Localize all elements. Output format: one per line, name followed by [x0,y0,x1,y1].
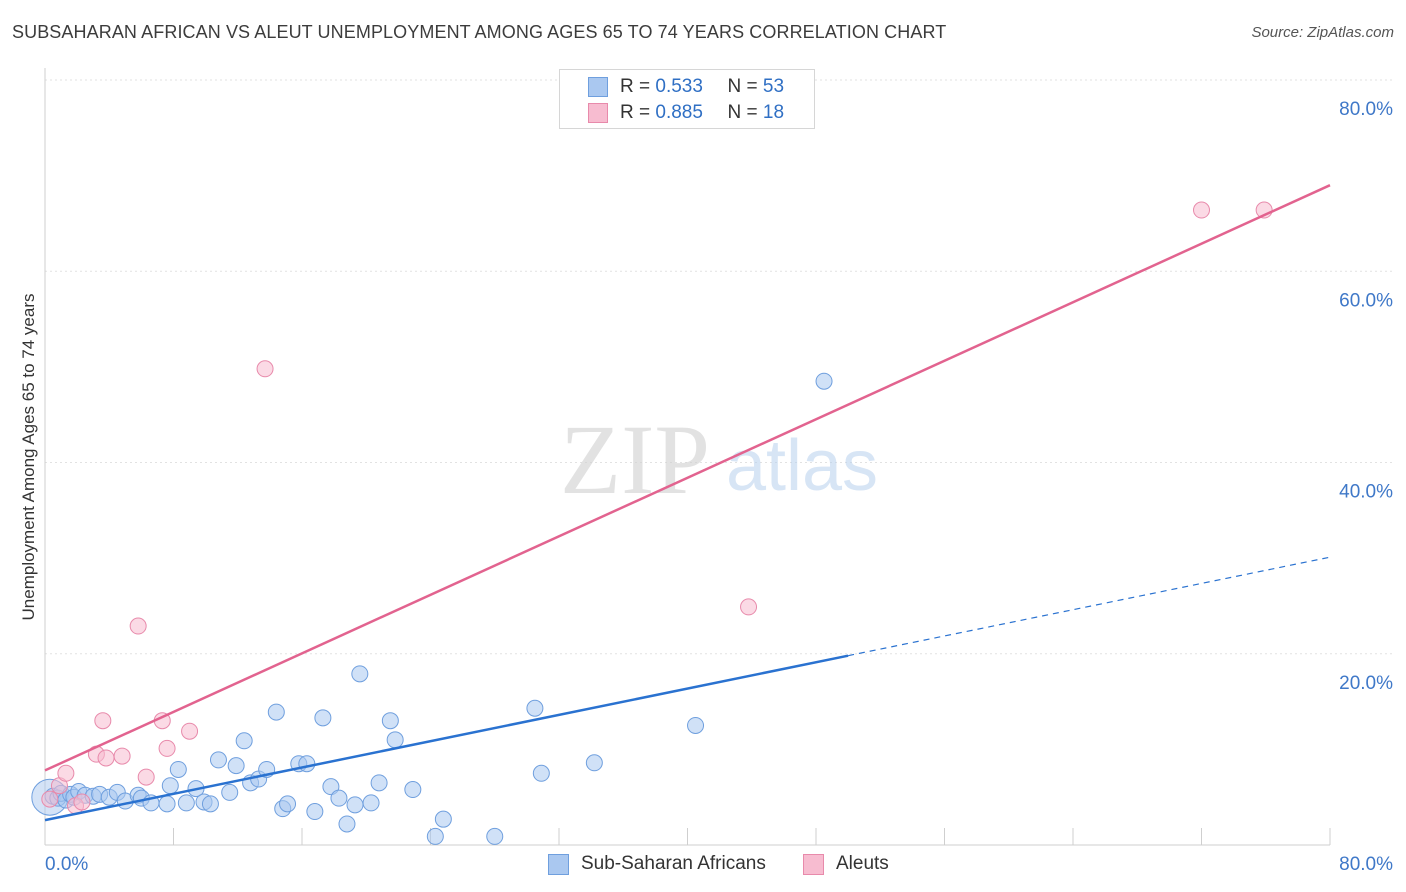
data-point-sub-saharan [314,709,332,727]
data-point-sub-saharan [169,760,187,778]
data-point-aleuts [137,768,155,786]
data-point-sub-saharan [227,757,245,775]
legend-r-label: R = [620,76,651,97]
data-point-sub-saharan [486,827,504,845]
data-point-sub-saharan [526,699,544,717]
x-tick-label: 0.0% [45,854,88,875]
source-label: Source: ZipAtlas.com [1251,24,1394,41]
watermark-zip: ZIP [560,404,710,515]
data-point-sub-saharan [362,794,380,812]
legend-r-value: 0.885 [655,102,703,123]
data-points [31,201,1273,845]
data-point-sub-saharan [381,712,399,730]
legend-n-label: N = [727,102,758,123]
legend-r-label: R = [620,102,651,123]
data-point-aleuts [158,739,176,757]
data-point-sub-saharan [434,810,452,828]
trendline-aleuts [44,184,1331,772]
legend-swatch-pink [588,103,608,123]
gridlines [45,79,1392,655]
bottom-legend-swatch-pink [803,854,824,875]
data-point-sub-saharan [351,665,369,683]
legend: R = 0.533 N = 53 R = 0.885 N = 18 [559,69,815,129]
data-point-sub-saharan [279,795,297,813]
trendlines [44,184,1331,822]
y-tick-label: 20.0% [1339,673,1393,694]
data-point-sub-saharan [687,716,705,734]
data-point-sub-saharan [221,783,239,801]
data-point-sub-saharan [267,703,285,721]
data-point-sub-saharan [426,827,444,845]
data-point-sub-saharan [235,732,253,750]
trendline-sub-saharan-extension [848,556,1331,657]
data-point-sub-saharan [346,796,364,814]
data-point-sub-saharan [404,781,422,799]
bottom-legend-swatch-blue [548,854,569,875]
data-point-sub-saharan [330,789,348,807]
data-point-aleuts [129,617,147,635]
chart-title: SUBSAHARAN AFRICAN VS ALEUT UNEMPLOYMENT… [12,22,947,42]
data-point-sub-saharan [306,803,324,821]
y-tick-label: 40.0% [1339,482,1393,503]
data-point-sub-saharan [158,795,176,813]
bottom-legend-label: Sub-Saharan Africans [581,853,766,874]
data-point-sub-saharan [815,372,833,390]
legend-swatch-blue [588,77,608,97]
legend-r-value: 0.533 [655,76,703,97]
data-point-aleuts [73,793,91,811]
bottom-legend-label: Aleuts [836,853,889,874]
y-tick-label: 60.0% [1339,290,1393,311]
legend-n-value: 53 [762,76,785,97]
data-point-aleuts [181,722,199,740]
data-point-aleuts [1193,201,1210,219]
trendline-sub-saharan [44,654,849,822]
data-point-aleuts [256,360,274,378]
data-point-aleuts [740,598,758,616]
data-point-sub-saharan [161,777,179,795]
data-point-aleuts [41,790,59,808]
data-point-sub-saharan [585,754,603,772]
legend-n-value: 18 [762,102,785,123]
tick-labels: 20.0% 40.0% 60.0% 80.0% 0.0% 80.0% [45,99,1393,875]
y-axis-label: Unemployment Among Ages 65 to 74 years [19,294,38,621]
data-point-sub-saharan [209,751,227,769]
data-point-aleuts [97,749,115,767]
x-tick-label: 80.0% [1339,854,1393,875]
data-point-aleuts [113,747,131,765]
watermark-atlas: atlas [726,426,878,506]
data-point-sub-saharan [298,755,316,773]
data-point-sub-saharan [201,795,219,813]
data-point-sub-saharan [370,774,388,792]
data-point-sub-saharan [177,794,195,812]
y-tick-label: 80.0% [1339,99,1393,120]
data-point-sub-saharan [386,731,404,749]
data-point-aleuts [57,764,75,782]
legend-n-label: N = [727,76,758,97]
data-point-aleuts [94,712,112,730]
data-point-sub-saharan [338,815,356,833]
axes [44,68,1331,846]
data-point-sub-saharan [532,764,550,782]
